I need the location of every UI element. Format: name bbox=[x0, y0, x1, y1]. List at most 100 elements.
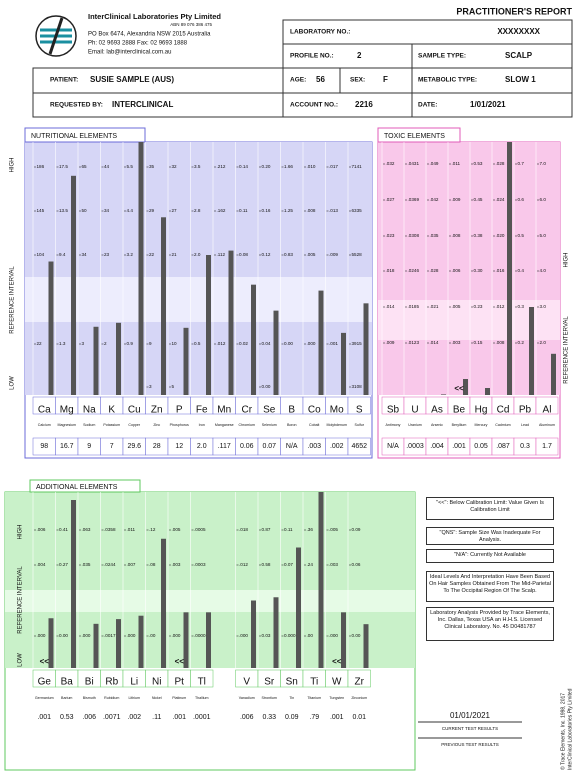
tick-label: 5.5 bbox=[127, 164, 134, 169]
result-value: .79 bbox=[309, 714, 319, 721]
result-value: N/A bbox=[387, 443, 399, 450]
element-name: Zinc bbox=[153, 423, 160, 427]
tick-label: .035 bbox=[430, 233, 439, 238]
tick-label: .001 bbox=[329, 341, 338, 346]
tick-label: .005 bbox=[307, 252, 316, 257]
element-name: Uranium bbox=[408, 423, 422, 427]
bar bbox=[48, 261, 54, 395]
tick-label: 23 bbox=[104, 252, 110, 257]
bar bbox=[273, 597, 279, 668]
side-label: REFERENCE INTERVAL bbox=[564, 316, 570, 384]
element-symbol: Pt bbox=[175, 677, 185, 688]
bar bbox=[161, 217, 166, 395]
element-name: Molybdenum bbox=[326, 423, 347, 427]
tick-label: 3.5 bbox=[194, 164, 201, 169]
field-label: LABORATORY NO.: bbox=[290, 29, 350, 36]
tick-label: .042 bbox=[430, 197, 439, 202]
result-cell bbox=[535, 437, 559, 456]
results-date: 01/01/2021 bbox=[450, 711, 491, 720]
tick-label: .0244 bbox=[104, 562, 116, 567]
field-label: SEX: bbox=[350, 77, 365, 84]
result-value: .0071 bbox=[103, 714, 121, 721]
tick-label: 0.11 bbox=[239, 208, 248, 213]
side-label: HIGH bbox=[10, 158, 16, 173]
element-name: Titanium bbox=[307, 696, 321, 700]
tick-label: .08 bbox=[149, 562, 156, 567]
tick-label: .032 bbox=[386, 161, 395, 166]
tick-label: .028 bbox=[496, 161, 505, 166]
element-name: Cobalt bbox=[309, 423, 319, 427]
ref-band bbox=[25, 277, 372, 322]
element-name: Rubidium bbox=[104, 696, 119, 700]
previous-label: PREVIOUS TEST RESULTS bbox=[441, 742, 499, 747]
tick-label: .0358 bbox=[104, 527, 116, 532]
tick-label: 0.06 bbox=[352, 562, 361, 567]
element-name: Tungsten bbox=[329, 696, 344, 700]
tick-label: 35 bbox=[149, 164, 155, 169]
tick-label: 4.0 bbox=[540, 268, 547, 273]
note: Ideal Levels And Interpretation Have Bee… bbox=[426, 571, 554, 602]
element-name: Platinum bbox=[172, 696, 186, 700]
bar bbox=[273, 310, 279, 395]
bar bbox=[296, 547, 301, 668]
phone: Ph: 02 9693 2888 Fax: 02 9693 1888 bbox=[88, 41, 188, 47]
tick-label: 186 bbox=[37, 164, 45, 169]
field-label: METABOLIC TYPE: bbox=[418, 77, 477, 84]
tick-label: 0.20 bbox=[262, 164, 271, 169]
tick-label: .0123 bbox=[408, 340, 420, 345]
tick-label: 32 bbox=[172, 164, 178, 169]
bar bbox=[206, 612, 211, 668]
element-symbol: Sb bbox=[387, 405, 400, 416]
tick-label: .007 bbox=[127, 562, 136, 567]
tick-label: 2 bbox=[104, 341, 107, 346]
tick-label: .014 bbox=[430, 340, 439, 345]
tick-label: 6.0 bbox=[540, 197, 547, 202]
tick-label: 0.04 bbox=[262, 341, 271, 346]
element-name: Magnesium bbox=[57, 423, 76, 427]
field-value: 56 bbox=[316, 75, 325, 84]
tick-label: .000 bbox=[82, 633, 91, 638]
tick-label: 3.0 bbox=[540, 304, 547, 309]
tick-label: .24 bbox=[307, 562, 314, 567]
tick-label: 0.08 bbox=[239, 252, 248, 257]
result-value: .001 bbox=[452, 443, 466, 450]
element-symbol: Se bbox=[263, 405, 276, 416]
result-value: .0001 bbox=[193, 714, 211, 721]
bar bbox=[318, 290, 324, 395]
result-value: 0.53 bbox=[60, 714, 74, 721]
element-symbol: Ca bbox=[38, 405, 51, 416]
bar bbox=[138, 615, 144, 668]
panel-title: TOXIC ELEMENTS bbox=[384, 133, 445, 140]
element-name: Copper bbox=[128, 423, 141, 427]
tick-label: 27 bbox=[172, 208, 178, 213]
note: "N/A": Currently Not Available bbox=[426, 549, 554, 563]
bar bbox=[485, 388, 490, 395]
element-symbol: Cd bbox=[497, 405, 510, 416]
tick-label: 5.0 bbox=[540, 233, 547, 238]
element-name: Potassium bbox=[103, 423, 120, 427]
element-symbol: Tl bbox=[198, 677, 206, 688]
tick-label: 0.9 bbox=[127, 341, 134, 346]
tick-label: 21 bbox=[172, 252, 178, 257]
tick-label: 0.000 bbox=[284, 633, 296, 638]
tick-label: 22 bbox=[149, 252, 155, 257]
tick-label: .009 bbox=[386, 340, 395, 345]
result-value: .001 bbox=[37, 714, 51, 721]
element-symbol: Al bbox=[543, 405, 552, 416]
field-value: SLOW 1 bbox=[505, 75, 536, 84]
tick-label: 0.11 bbox=[284, 527, 293, 532]
bar bbox=[206, 255, 211, 395]
tick-label: .012 bbox=[217, 341, 226, 346]
tick-label: 0.00 bbox=[352, 633, 361, 638]
element-name: Selenium bbox=[262, 423, 277, 427]
result-value: .0003 bbox=[406, 443, 424, 450]
tick-label: 5 bbox=[172, 384, 175, 389]
tick-label: .014 bbox=[386, 304, 395, 309]
tick-label: 145 bbox=[37, 208, 45, 213]
tick-label: .017 bbox=[329, 164, 338, 169]
tick-label: 2.0 bbox=[194, 252, 201, 257]
element-symbol: Rb bbox=[105, 677, 118, 688]
side-label: REFERENCE INTERVAL bbox=[18, 566, 24, 634]
